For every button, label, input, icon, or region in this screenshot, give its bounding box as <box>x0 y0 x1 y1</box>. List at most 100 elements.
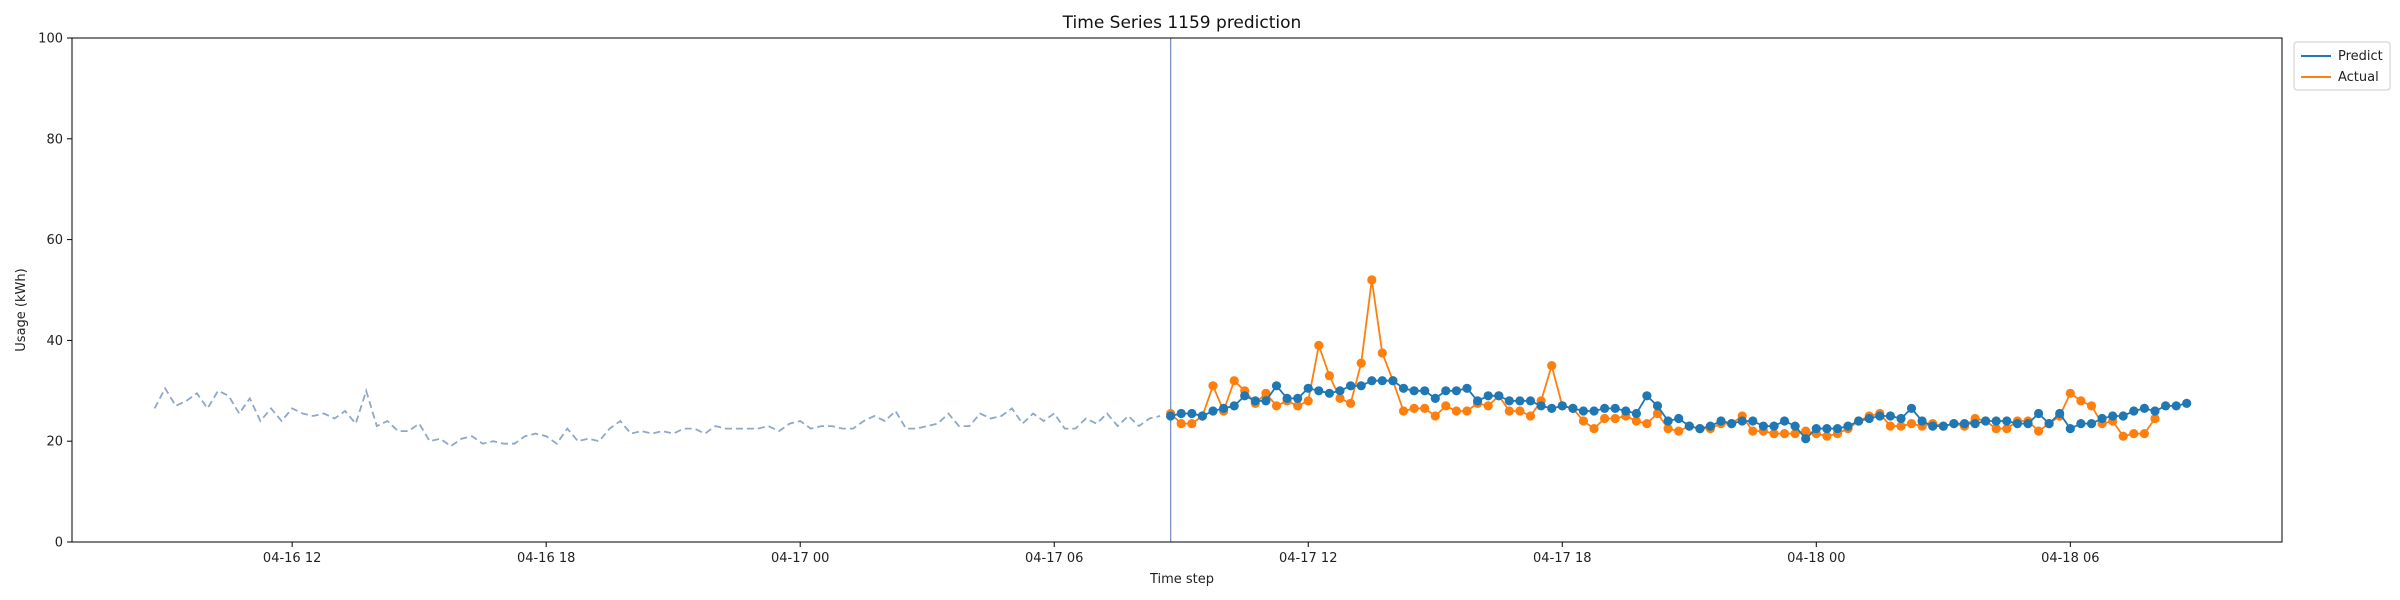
predict-series <box>1166 376 2192 444</box>
predict-point <box>1451 386 1461 396</box>
actual-point <box>1398 406 1409 416</box>
predict-point <box>1906 403 1917 413</box>
actual-series <box>1166 275 2160 441</box>
predict-point <box>1779 416 1790 426</box>
predict-point <box>1377 376 1387 386</box>
actual-point <box>1822 431 1832 441</box>
predict-point <box>1600 403 1610 413</box>
actual-point <box>2034 426 2044 436</box>
actual-point <box>1652 408 1663 419</box>
actual-point <box>1515 406 1525 416</box>
actual-point <box>1271 401 1282 411</box>
y-tick-label: 20 <box>46 435 63 450</box>
actual-point <box>1303 396 1313 406</box>
predict-point <box>2012 419 2022 429</box>
predict-point <box>2129 406 2139 416</box>
y-tick-label: 80 <box>46 132 63 147</box>
predict-point <box>1356 381 1366 391</box>
x-tick-label: 04-17 00 <box>771 551 829 566</box>
predict-point <box>1187 408 1197 419</box>
predict-point <box>1758 421 1768 431</box>
actual-point <box>1367 275 1377 285</box>
y-tick-label: 0 <box>55 536 63 551</box>
predict-point <box>1515 396 1525 406</box>
predict-point <box>1684 421 1694 431</box>
predict-point <box>1282 393 1292 403</box>
predict-point <box>1769 421 1779 431</box>
predict-point <box>1441 386 1451 396</box>
y-tick-label: 100 <box>38 32 63 47</box>
actual-point <box>1779 429 1790 439</box>
actual-point <box>1229 376 1239 386</box>
predict-point <box>2182 398 2192 408</box>
predict-point <box>1949 419 1959 429</box>
legend-actual-label: Actual <box>2338 70 2379 85</box>
predict-point <box>1716 416 1726 426</box>
predict-point <box>1917 416 1927 426</box>
actual-point <box>1790 429 1800 439</box>
predict-point <box>2108 411 2118 421</box>
predict-point <box>1875 411 1885 421</box>
predict-point <box>1176 408 1186 419</box>
predict-point <box>1208 406 1218 416</box>
predict-point <box>1494 391 1504 401</box>
predict-point <box>1748 416 1758 426</box>
actual-point <box>1293 401 1303 411</box>
predict-point <box>1525 396 1536 406</box>
actual-point <box>1600 413 1610 424</box>
predict-point <box>1536 401 1546 411</box>
actual-point <box>1261 388 1271 398</box>
actual-point <box>1578 416 1588 426</box>
legend-predict-label: Predict <box>2338 49 2383 64</box>
predict-point <box>2076 419 2086 429</box>
predict-point <box>1324 388 1334 398</box>
predict-point <box>2034 408 2044 419</box>
actual-point <box>1176 419 1186 429</box>
actual-point <box>2118 431 2128 441</box>
predict-point <box>1864 413 1874 424</box>
predict-point <box>1652 401 1663 411</box>
predict-point <box>1473 396 1483 406</box>
predict-point <box>1843 421 1853 431</box>
actual-point <box>2139 429 2149 439</box>
predict-point <box>1462 383 1472 393</box>
x-tick-label: 04-18 00 <box>1787 551 1845 566</box>
actual-point <box>1208 381 1218 391</box>
predict-point <box>1727 419 1737 429</box>
predict-point <box>1568 403 1578 413</box>
actual-point <box>1631 416 1641 426</box>
predict-point <box>1430 393 1440 403</box>
actual-point <box>1430 411 1440 421</box>
predict-point <box>1928 421 1938 431</box>
predict-point <box>1398 383 1409 393</box>
actual-point <box>1589 424 1599 434</box>
x-tick-label: 04-17 06 <box>1025 551 1083 566</box>
x-tick-label: 04-16 12 <box>263 551 321 566</box>
actual-point <box>1885 421 1895 431</box>
predict-point <box>1314 386 1324 396</box>
predict-point <box>1674 413 1684 424</box>
plot-area <box>153 38 2192 542</box>
actual-point <box>1504 406 1514 416</box>
x-tick-label: 04-16 18 <box>517 551 575 566</box>
y-tick-label: 40 <box>46 334 63 349</box>
predict-point <box>1938 421 1948 431</box>
predict-point <box>1271 381 1282 391</box>
actual-point <box>1748 426 1758 436</box>
predict-point <box>1303 383 1313 393</box>
actual-point <box>1991 424 2001 434</box>
predict-point <box>1663 416 1673 426</box>
predict-point <box>1970 419 1980 429</box>
predict-point <box>1801 434 1811 444</box>
predict-point <box>2139 403 2149 413</box>
predict-point <box>2086 419 2097 429</box>
actual-point <box>1187 419 1197 429</box>
actual-point <box>1441 401 1451 411</box>
predict-point <box>1197 411 1207 421</box>
predict-point <box>1335 386 1345 396</box>
actual-point <box>1346 398 1356 408</box>
axes: 0 20 40 60 80 100 04-16 12 04-16 18 04-17 00 04-1… <box>38 32 2283 566</box>
predict-point <box>1483 391 1493 401</box>
legend: Predict Actual <box>2293 41 2391 91</box>
